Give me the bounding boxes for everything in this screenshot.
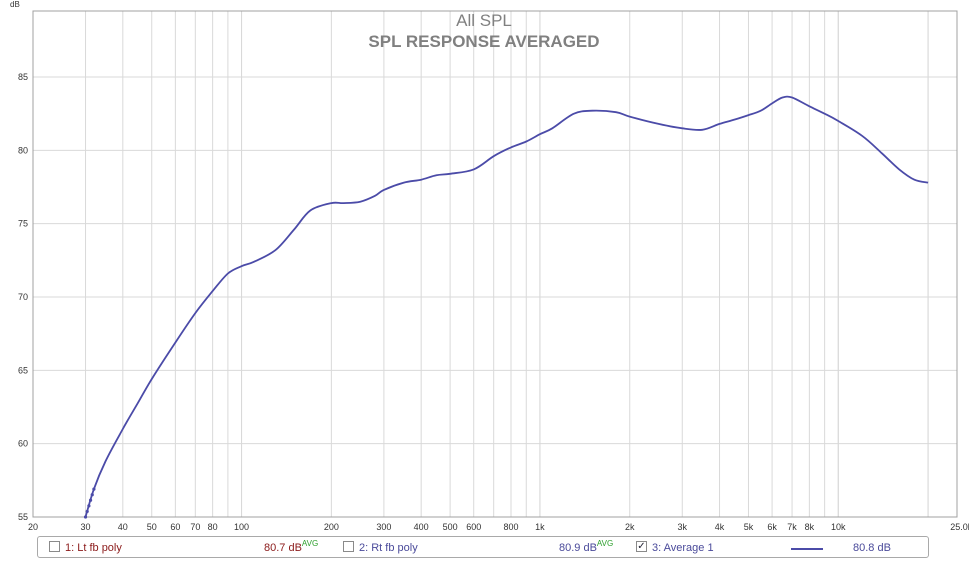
x-tick-label: 2k: [625, 522, 635, 532]
y-tick-label: 65: [18, 365, 28, 375]
y-tick-label: 75: [18, 219, 28, 229]
legend-value-3: 80.8 dB: [853, 542, 891, 554]
x-tick-label: 400: [414, 522, 429, 532]
x-tick-label: 1k: [535, 522, 545, 532]
x-tick-label: 20: [28, 522, 38, 532]
x-tick-label: 60: [170, 522, 180, 532]
series-point-average-1: [92, 487, 96, 491]
y-axis-label: dB: [10, 0, 20, 9]
x-tick-label: 80: [208, 522, 218, 532]
legend: 1: Lt fb poly 80.7 dBAVG 2: Rt fb poly 8…: [37, 536, 929, 558]
x-tick-label: 800: [503, 522, 518, 532]
x-tick-label: 500: [443, 522, 458, 532]
y-tick-label: 85: [18, 72, 28, 82]
series-point-average-1: [83, 515, 88, 519]
legend-label-3: 3: Average 1: [652, 542, 714, 554]
x-tick-label: 6k: [767, 522, 777, 532]
x-tick-label: 3k: [678, 522, 688, 532]
legend-label-1: 1: Lt fb poly: [65, 542, 122, 554]
series-line-average-1: [84, 95, 929, 518]
x-tick-label: 4k: [715, 522, 725, 532]
x-tick-label: 30: [81, 522, 91, 532]
x-tick-label: 8k: [805, 522, 815, 532]
series-point-average-1: [88, 498, 93, 502]
legend-checkbox-3[interactable]: ✓: [636, 541, 647, 552]
legend-value-1: 80.7 dBAVG: [264, 540, 318, 556]
x-tick-label: 40: [118, 522, 128, 532]
series-point-average-1: [90, 493, 94, 497]
x-tick-label: 100: [234, 522, 249, 532]
y-tick-label: 80: [18, 145, 28, 155]
x-tick-label: 600: [466, 522, 481, 532]
y-axis: 55 60 65 70 75 80 85: [18, 72, 28, 522]
legend-avg-badge-2: AVG: [596, 539, 614, 548]
x-tick-label: 5k: [744, 522, 754, 532]
y-tick-label: 70: [18, 292, 28, 302]
series-layer: [83, 95, 929, 519]
x-tick-label: 10k: [831, 522, 846, 532]
plot-border: [32, 10, 958, 518]
x-tick-label: 70: [190, 522, 200, 532]
grid-lines: [33, 11, 957, 517]
y-tick-label: 60: [18, 439, 28, 449]
legend-checkbox-1[interactable]: [49, 541, 60, 552]
legend-value-2: 80.9 dBAVG: [559, 540, 613, 556]
x-tick-label: 50: [147, 522, 157, 532]
x-tick-label: 300: [376, 522, 391, 532]
x-tick-label: 25.0k Hz: [950, 522, 969, 532]
series-point-average-1: [87, 504, 91, 508]
legend-value-1-text: 80.7 dB: [264, 542, 302, 554]
x-tick-label: 200: [324, 522, 339, 532]
legend-value-2-text: 80.9 dB: [559, 542, 597, 554]
x-axis: 20 30 40 50 60 70 80 100 200 300 400 500 600 800 1k 2k 3…: [28, 522, 969, 532]
series-point-average-1: [85, 509, 89, 514]
x-tick-label: 7k: [787, 522, 797, 532]
y-tick-label: 55: [18, 512, 28, 522]
chart-title: All SPL: [456, 11, 512, 30]
legend-swatch-3: [791, 548, 823, 550]
legend-avg-badge-1: AVG: [301, 539, 319, 548]
legend-checkbox-2[interactable]: [343, 541, 354, 552]
legend-label-2: 2: Rt fb poly: [359, 542, 418, 554]
chart-subtitle: SPL RESPONSE AVERAGED: [368, 32, 599, 51]
